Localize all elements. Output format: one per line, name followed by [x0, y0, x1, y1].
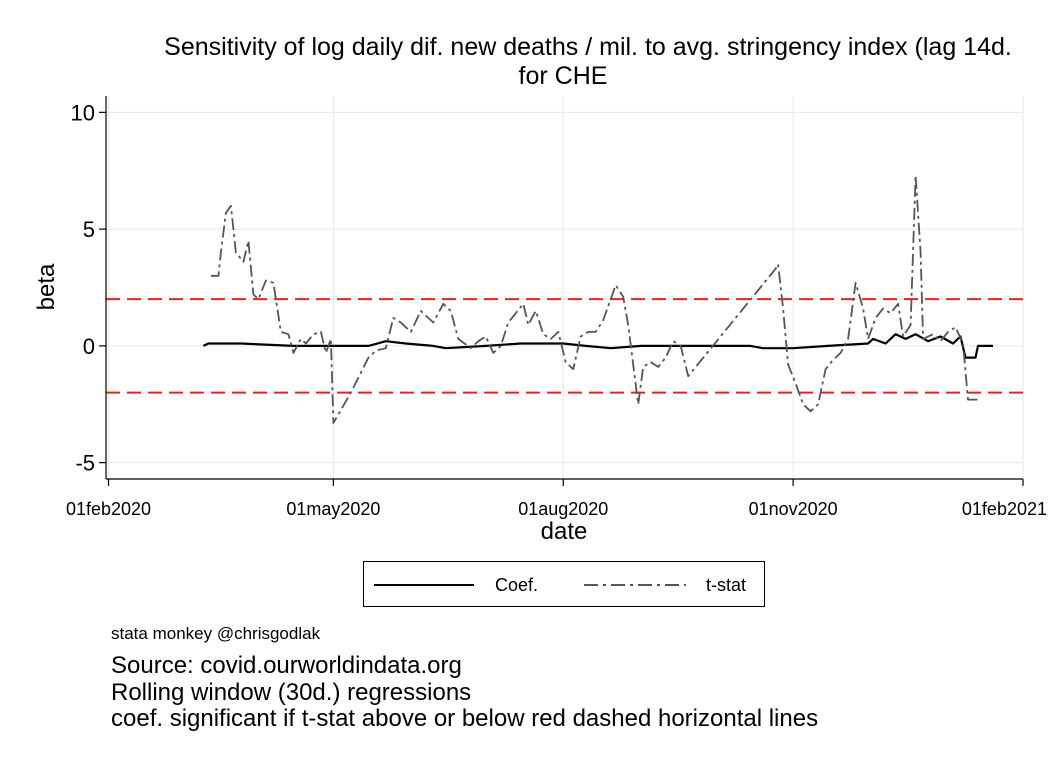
legend-coef-label: Coef.	[495, 575, 539, 595]
gridlines	[106, 96, 1024, 479]
chart-title-line-1: Sensitivity of log daily dif. new deaths…	[164, 33, 1012, 61]
reference-lines	[106, 298, 1023, 394]
chart-title-line-2: for CHE	[518, 62, 608, 90]
x-tick-label: 01nov2020	[749, 499, 838, 519]
y-tick-label: -5	[75, 451, 95, 476]
y-tick-label: 5	[83, 217, 95, 242]
source-note: Source: covid.ourworldindata.org	[111, 652, 462, 679]
x-tick-label: 01may2020	[286, 499, 380, 519]
legend: Coef. t-stat	[363, 561, 765, 607]
y-tick-label: 0	[83, 334, 95, 359]
y-tick-label: 10	[71, 100, 95, 125]
chart-canvas: 10 5 0 -5 01feb2020 01may2020 01aug2020 01nov20…	[33, 96, 1047, 545]
axes: 10 5 0 -5 01feb2020 01may2020 01aug2020 01nov20…	[66, 96, 1047, 519]
x-tick-label: 01feb2020	[66, 499, 151, 519]
series-line-tstat	[210, 174, 981, 424]
significance-note: coef. significant if t-stat above or bel…	[111, 705, 819, 732]
legend-tstat-label: t-stat	[706, 575, 747, 595]
legend-swatches	[374, 584, 686, 586]
series-lines	[202, 174, 993, 424]
series-line-coef	[202, 333, 993, 359]
x-tick-label: 01feb2021	[962, 499, 1047, 519]
y-axis-label: beta	[33, 263, 60, 310]
method-note: Rolling window (30d.) regressions	[111, 679, 472, 706]
x-tick-label: 01aug2020	[518, 499, 608, 519]
credit-note: stata monkey @chrisgodlak	[111, 624, 321, 643]
x-axis-label: date	[541, 518, 588, 545]
